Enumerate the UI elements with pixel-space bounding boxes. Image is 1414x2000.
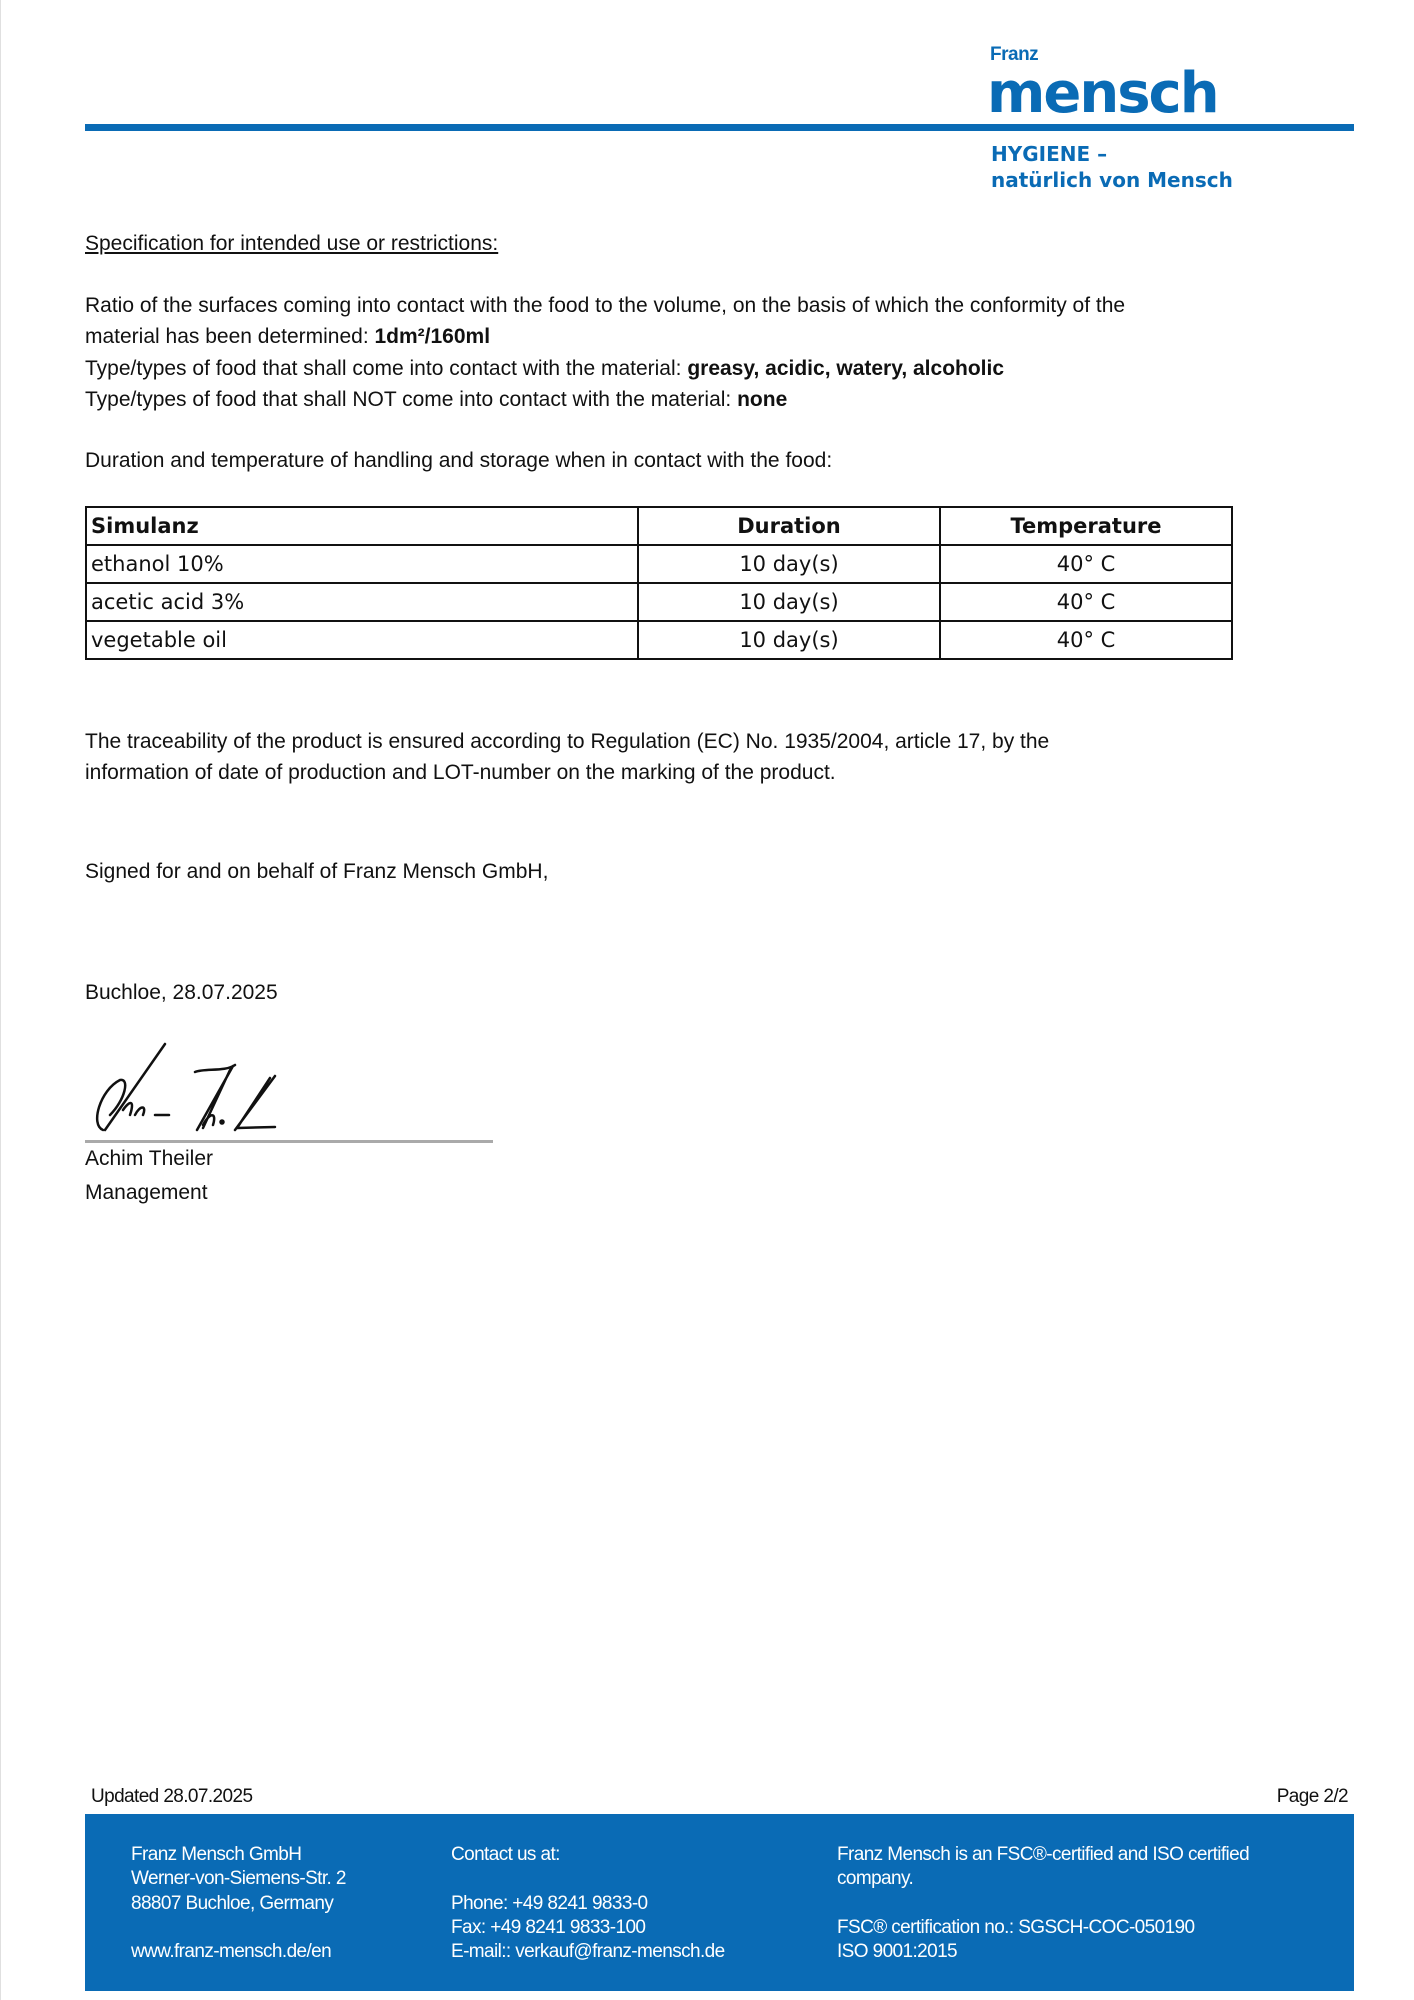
page-number: Page 2/2 [1276, 1786, 1349, 1807]
logo-tagline-1: HYGIENE – [991, 142, 1108, 166]
duration-intro: Duration and temperature of handling and… [85, 449, 833, 472]
food-not-label: Type/types of food that shall NOT come i… [85, 388, 738, 411]
cell-simulant: ethanol 10% [85, 544, 639, 584]
header-duration: Duration [637, 506, 941, 546]
footer-city: 88807 Buchloe, Germany [131, 1893, 334, 1914]
updated-date: Updated 28.07.2025 [91, 1786, 253, 1807]
signed-line: Signed for and on behalf of Franz Mensch… [85, 860, 549, 883]
table-row: vegetable oil 10 day(s) 40° C [85, 620, 1233, 660]
food-types-value: greasy, acidic, watery, alcoholic [687, 357, 1005, 380]
footer-company-name: Franz Mensch GmbH [131, 1844, 302, 1865]
cell-simulant: vegetable oil [85, 620, 639, 660]
logo-tagline-2: natürlich von Mensch [991, 168, 1233, 192]
footer-iso: ISO 9001:2015 [837, 1941, 958, 1962]
table-header-row: Simulanz Duration Temperature [85, 506, 1233, 546]
table-row: acetic acid 3% 10 day(s) 40° C [85, 582, 1233, 622]
header-rule [85, 124, 1354, 131]
footer-fax: Fax: +49 8241 9833-100 [451, 1917, 646, 1938]
cell-duration: 10 day(s) [637, 544, 941, 584]
food-types-line: Type/types of food that shall come into … [85, 353, 1004, 384]
footer-email-link[interactable]: E-mail:: verkauf@franz-mensch.de [451, 1941, 725, 1962]
food-types-label: Type/types of food that shall come into … [85, 357, 688, 380]
cell-duration: 10 day(s) [637, 620, 941, 660]
simulant-table: Simulanz Duration Temperature ethanol 10… [85, 506, 1233, 660]
signature-line [85, 1140, 493, 1143]
cell-temperature: 40° C [939, 544, 1233, 584]
traceability-line-1: The traceability of the product is ensur… [85, 730, 1050, 753]
signatory-role: Management [85, 1181, 208, 1204]
footer-street: Werner-von-Siemens-Str. 2 [131, 1868, 346, 1889]
logo-franz: Franz [990, 44, 1039, 65]
traceability-line-2: information of date of production and LO… [85, 761, 836, 784]
cell-temperature: 40° C [939, 620, 1233, 660]
place-date: Buchloe, 28.07.2025 [85, 981, 278, 1004]
food-not-line: Type/types of food that shall NOT come i… [85, 384, 787, 415]
footer-fsc-number: FSC® certification no.: SGSCH-COC-050190 [837, 1917, 1195, 1938]
cell-temperature: 40° C [939, 582, 1233, 622]
cell-simulant: acetic acid 3% [85, 582, 639, 622]
ratio-label: material has been determined: [85, 325, 375, 348]
header-temperature: Temperature [939, 506, 1233, 546]
signatory-name: Achim Theiler [85, 1147, 213, 1170]
footer-contact-label: Contact us at: [451, 1844, 560, 1865]
ratio-line-2: material has been determined: 1dm²/160ml [85, 321, 490, 352]
food-not-value: none [737, 388, 788, 411]
footer-cert-line-2: company. [837, 1868, 914, 1889]
header-simulanz: Simulanz [85, 506, 639, 546]
ratio-value: 1dm²/160ml [374, 325, 491, 348]
footer-cert-line-1: Franz Mensch is an FSC®-certified and IS… [837, 1844, 1250, 1865]
signature-image [95, 1042, 277, 1132]
footer-panel: Franz Mensch GmbH Werner-von-Siemens-Str… [85, 1814, 1354, 1991]
cell-duration: 10 day(s) [637, 582, 941, 622]
section-heading: Specification for intended use or restri… [85, 232, 499, 255]
table-row: ethanol 10% 10 day(s) 40° C [85, 544, 1233, 584]
footer-website-link[interactable]: www.franz-mensch.de/en [131, 1941, 332, 1962]
logo-mensch: mensch [987, 61, 1220, 126]
footer-phone: Phone: +49 8241 9833-0 [451, 1893, 648, 1914]
ratio-line-1: Ratio of the surfaces coming into contac… [85, 294, 1126, 317]
